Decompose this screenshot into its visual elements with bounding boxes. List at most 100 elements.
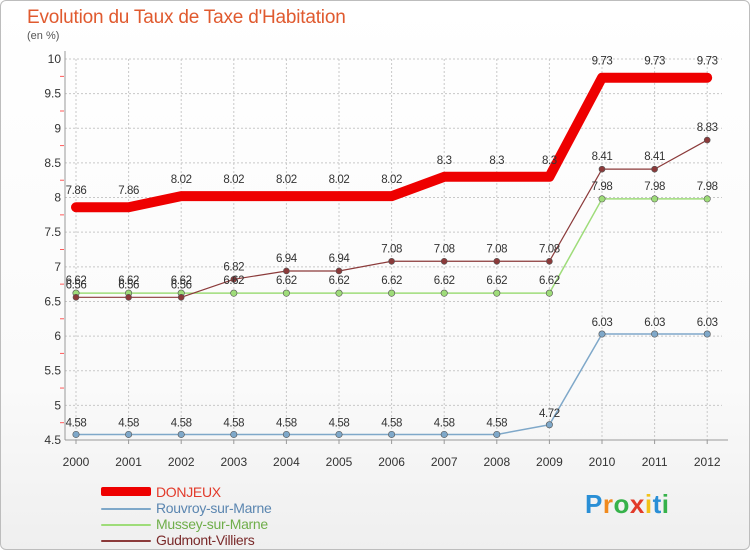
- data-label-3: 7.08: [486, 243, 507, 255]
- data-label-0: 7.86: [118, 185, 139, 197]
- data-label-2: 7.98: [697, 181, 718, 193]
- data-label-0: 8.02: [276, 174, 297, 186]
- data-label-0: 8.02: [171, 174, 192, 186]
- data-label-0: 8.02: [223, 174, 244, 186]
- data-label-2: 6.62: [223, 275, 244, 287]
- y-tick-label: 6: [54, 329, 61, 343]
- data-label-2: 7.98: [644, 181, 665, 193]
- data-label-1: 4.58: [118, 417, 139, 429]
- data-point-2: [388, 289, 396, 297]
- data-label-1: 6.03: [697, 317, 718, 329]
- data-label-2: 6.62: [66, 275, 87, 287]
- data-label-1: 4.58: [276, 417, 297, 429]
- x-tick-label: 2006: [378, 455, 405, 469]
- y-tick-label: 9.5: [44, 87, 61, 101]
- data-point-3: [230, 275, 238, 283]
- data-point-2: [440, 289, 448, 297]
- data-label-1: 4.58: [66, 417, 87, 429]
- data-label-2: 6.62: [381, 275, 402, 287]
- data-label-3: 6.56: [118, 279, 139, 291]
- data-label-0: 9.73: [592, 56, 613, 68]
- data-point-3: [335, 267, 343, 275]
- data-point-1: [72, 430, 80, 438]
- proxiti-logo: Proxiti: [585, 489, 669, 520]
- legend-label-rouvroy: Rouvroy-sur-Marne: [156, 500, 272, 516]
- x-tick-label: 2001: [115, 455, 142, 469]
- y-tick-label: 5.5: [44, 364, 61, 378]
- data-point-3: [546, 257, 553, 265]
- series-line-0: [71, 72, 713, 213]
- x-tick-label: 2011: [642, 455, 668, 469]
- data-point-2: [282, 289, 290, 297]
- data-label-1: 4.58: [486, 417, 507, 429]
- y-tick-label: 10: [48, 52, 62, 66]
- logo-letter: o: [613, 489, 630, 519]
- data-point-1: [177, 430, 185, 438]
- data-point-1: [651, 330, 659, 338]
- x-tick-label: 2009: [536, 455, 563, 469]
- data-label-1: 6.03: [592, 317, 613, 329]
- data-label-2: 7.98: [592, 181, 613, 193]
- data-label-2: 6.62: [434, 275, 455, 287]
- y-tick-label: 8: [54, 191, 61, 205]
- logo-letter: r: [602, 489, 614, 519]
- data-label-2: 6.62: [171, 275, 192, 287]
- data-label-3: 8.41: [644, 151, 665, 163]
- data-point-3: [440, 257, 448, 265]
- chart-title: Evolution du Taux de Taxe d'Habitation: [27, 7, 346, 28]
- x-tick-label: 2012: [694, 455, 721, 469]
- legend-swatch-rouvroy: [101, 508, 151, 510]
- data-label-3: 6.94: [329, 253, 351, 265]
- data-point-1: [125, 430, 133, 438]
- data-point-2: [493, 289, 501, 297]
- data-point-3: [703, 136, 711, 144]
- data-label-3: 6.56: [171, 279, 192, 291]
- y-tick-label: 4.5: [44, 433, 61, 447]
- logo-letter: x: [629, 489, 645, 519]
- logo-letter: i: [644, 489, 653, 519]
- data-label-3: 6.82: [223, 261, 244, 273]
- data-label-0: 8.02: [329, 174, 350, 186]
- data-point-2: [335, 289, 343, 297]
- x-tick-label: 2000: [63, 455, 90, 469]
- data-label-1: 6.03: [644, 317, 665, 329]
- data-point-1: [440, 430, 448, 438]
- data-label-1: 4.58: [434, 417, 455, 429]
- data-label-0: 8.02: [381, 174, 402, 186]
- data-point-1: [545, 421, 553, 429]
- data-point-3: [493, 257, 501, 265]
- y-tick-label: 6.5: [44, 294, 61, 308]
- data-label-3: 7.08: [434, 243, 455, 255]
- data-point-3: [598, 165, 606, 173]
- data-label-3: 8.41: [592, 151, 613, 163]
- y-tick-label: 7: [54, 260, 61, 274]
- x-tick-label: 2002: [168, 455, 195, 469]
- x-tick-label: 2004: [273, 455, 300, 469]
- data-point-3: [72, 293, 80, 301]
- data-label-2: 6.62: [276, 275, 297, 287]
- data-point-1: [598, 330, 606, 338]
- data-point-1: [703, 330, 711, 338]
- legend-label-gudmont: Gudmont-Villiers: [156, 532, 255, 548]
- data-point-2: [703, 195, 711, 203]
- data-point-2: [545, 289, 553, 297]
- data-label-2: 6.62: [329, 275, 350, 287]
- data-point-3: [125, 293, 132, 301]
- data-label-3: 6.56: [66, 279, 87, 291]
- x-tick-label: 2005: [326, 455, 353, 469]
- data-label-1: 4.72: [539, 408, 560, 420]
- data-label-1: 4.58: [171, 417, 192, 429]
- logo-letter: i: [661, 489, 670, 519]
- data-point-1: [493, 430, 501, 438]
- legend-label-donjeux: DONJEUX: [156, 484, 221, 500]
- legend-swatch-donjeux: [101, 487, 151, 496]
- data-label-1: 4.58: [329, 417, 350, 429]
- data-point-3: [177, 293, 185, 301]
- data-point-1: [388, 430, 396, 438]
- data-label-2: 6.62: [539, 275, 560, 287]
- data-label-0: 7.86: [66, 185, 87, 197]
- y-tick-label: 9: [54, 121, 61, 135]
- data-label-0: 9.73: [697, 56, 718, 68]
